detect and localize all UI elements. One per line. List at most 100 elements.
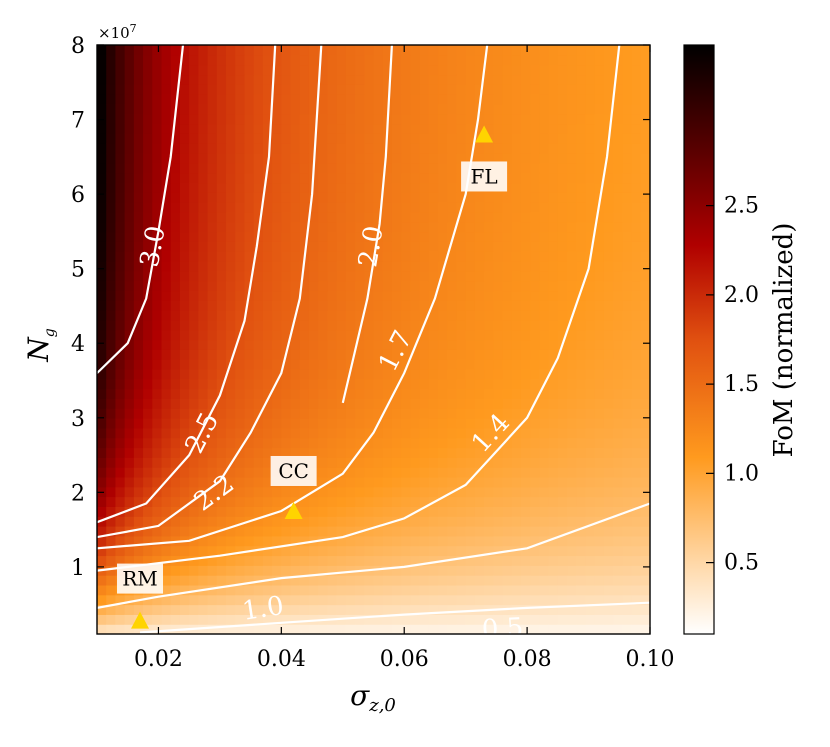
heatmap-cell <box>474 545 485 557</box>
heatmap-cell <box>106 545 117 557</box>
heatmap-cell <box>520 516 531 527</box>
heatmap-cell <box>548 74 559 85</box>
heatmap-cell <box>299 614 310 625</box>
heatmap-cell <box>502 584 513 596</box>
heatmap-cell <box>539 202 550 213</box>
heatmap-cell <box>152 211 163 223</box>
heatmap-cell <box>447 339 458 350</box>
heatmap-cell <box>336 545 347 557</box>
heatmap-cell <box>290 300 301 311</box>
heatmap-cell <box>465 211 476 223</box>
heatmap-cell <box>355 584 365 596</box>
heatmap-cell <box>152 280 163 292</box>
heatmap-cell <box>308 45 319 56</box>
heatmap-cell <box>355 378 365 390</box>
heatmap-cell <box>447 506 458 517</box>
heatmap-cell <box>594 133 605 144</box>
heatmap-cell <box>299 54 310 66</box>
heatmap-cell <box>603 398 614 409</box>
heatmap-cell <box>622 74 633 85</box>
heatmap-cell <box>345 329 356 341</box>
heatmap-cell <box>170 516 181 527</box>
heatmap-cell <box>410 133 421 144</box>
heatmap-cell <box>327 545 338 557</box>
heatmap-cell <box>152 604 163 615</box>
heatmap-cell <box>576 427 587 439</box>
heatmap-cell <box>355 359 365 370</box>
heatmap-cell <box>474 418 485 429</box>
heatmap-cell <box>290 526 301 537</box>
heatmap-cell <box>364 152 375 164</box>
heatmap-cell <box>170 64 181 76</box>
heatmap-cell <box>410 260 421 272</box>
heatmap-cell <box>355 260 365 272</box>
heatmap-cell <box>640 64 650 76</box>
heatmap-cell <box>613 74 623 85</box>
heatmap-cell <box>539 241 550 252</box>
heatmap-cell <box>115 45 126 56</box>
heatmap-cell <box>585 45 596 56</box>
heatmap-cell <box>345 506 356 517</box>
heatmap-cell <box>115 614 126 625</box>
heatmap-cell <box>428 594 439 606</box>
heatmap-cell <box>520 54 531 66</box>
heatmap-cell <box>244 319 255 331</box>
heatmap-cell <box>530 172 540 184</box>
heatmap-cell <box>170 437 181 449</box>
heatmap-cell <box>262 496 273 507</box>
heatmap-cell <box>640 467 650 478</box>
heatmap-cell <box>511 143 522 154</box>
heatmap-cell <box>179 221 190 233</box>
heatmap-cell <box>226 526 236 537</box>
heatmap-cell <box>97 162 107 174</box>
heatmap-cell <box>161 103 172 115</box>
heatmap-cell <box>557 624 568 634</box>
heatmap-cell <box>152 133 163 144</box>
heatmap-cell <box>585 192 596 203</box>
heatmap-cell <box>133 378 144 390</box>
heatmap-cell <box>438 476 448 488</box>
heatmap-cell <box>253 251 264 262</box>
heatmap-cell <box>364 476 375 488</box>
heatmap-cell <box>576 84 587 95</box>
heatmap-cell <box>106 584 117 596</box>
heatmap-cell <box>502 437 513 449</box>
heatmap-cell <box>465 506 476 517</box>
heatmap-cell <box>567 359 577 370</box>
heatmap-cell <box>484 241 494 252</box>
heatmap-cell <box>216 614 227 625</box>
heatmap-cell <box>502 143 513 154</box>
heatmap-cell <box>216 182 227 193</box>
heatmap-cell <box>447 74 458 85</box>
heatmap-cell <box>539 94 550 105</box>
heatmap-cell <box>391 221 402 233</box>
heatmap-cell <box>484 251 494 262</box>
heatmap-cell <box>530 339 540 350</box>
heatmap-cell <box>640 624 650 634</box>
heatmap-cell <box>364 182 375 193</box>
heatmap-cell <box>235 614 246 625</box>
heatmap-cell <box>465 241 476 252</box>
heatmap-cell <box>438 231 448 242</box>
heatmap-cell <box>539 74 550 85</box>
heatmap-cell <box>133 476 144 488</box>
heatmap-cell <box>594 624 605 634</box>
heatmap-cell <box>290 162 301 174</box>
heatmap-cell <box>631 202 642 213</box>
heatmap-cell <box>207 74 218 85</box>
heatmap-cell <box>511 594 522 606</box>
heatmap-cell <box>189 300 199 311</box>
heatmap-cell <box>235 45 246 56</box>
heatmap-cell <box>318 133 329 144</box>
heatmap-cell <box>613 614 623 625</box>
heatmap-cell <box>179 565 190 576</box>
heatmap-cell <box>493 526 504 537</box>
heatmap-cell <box>567 604 577 615</box>
heatmap-cell <box>613 545 623 557</box>
heatmap-cell <box>474 280 485 292</box>
heatmap-cell <box>345 398 356 409</box>
heatmap-cell <box>410 418 421 429</box>
heatmap-cell <box>290 359 301 370</box>
heatmap-cell <box>428 45 439 56</box>
